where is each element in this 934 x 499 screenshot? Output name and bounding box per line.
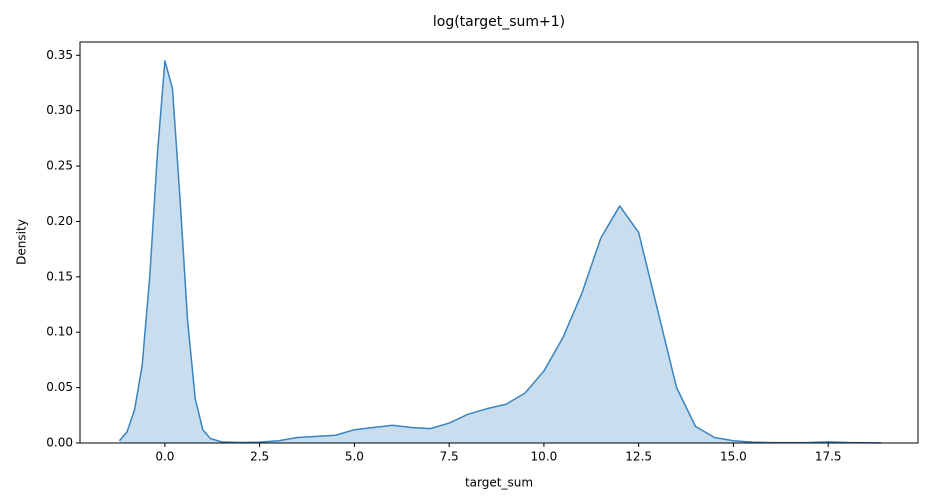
y-tick-label: 0.15: [46, 269, 73, 283]
plot-frame: [79, 41, 919, 444]
x-tick-label: 7.5: [440, 450, 459, 464]
density-area: [119, 60, 882, 443]
x-tick-label: 15.0: [720, 450, 747, 464]
y-tick-label: 0.00: [46, 436, 73, 450]
y-tick-label: 0.35: [46, 48, 73, 62]
x-tick-label: 0.0: [155, 450, 174, 464]
y-tick-label: 0.25: [46, 159, 73, 173]
y-tick-label: 0.20: [46, 214, 73, 228]
chart-title: log(target_sum+1): [433, 14, 565, 30]
x-axis-label: target_sum: [465, 476, 533, 490]
x-tick-label: 2.5: [250, 450, 269, 464]
y-tick-label: 0.05: [46, 380, 73, 394]
x-tick-label: 5.0: [345, 450, 364, 464]
y-axis-label: Density: [15, 219, 29, 265]
density-line: [118, 60, 882, 444]
y-tick-label: 0.30: [46, 103, 73, 117]
x-tick-label: 12.5: [625, 450, 652, 464]
y-tick-label: 0.10: [46, 325, 73, 339]
x-tick-label: 10.0: [531, 450, 558, 464]
x-tick-label: 17.5: [815, 450, 842, 464]
